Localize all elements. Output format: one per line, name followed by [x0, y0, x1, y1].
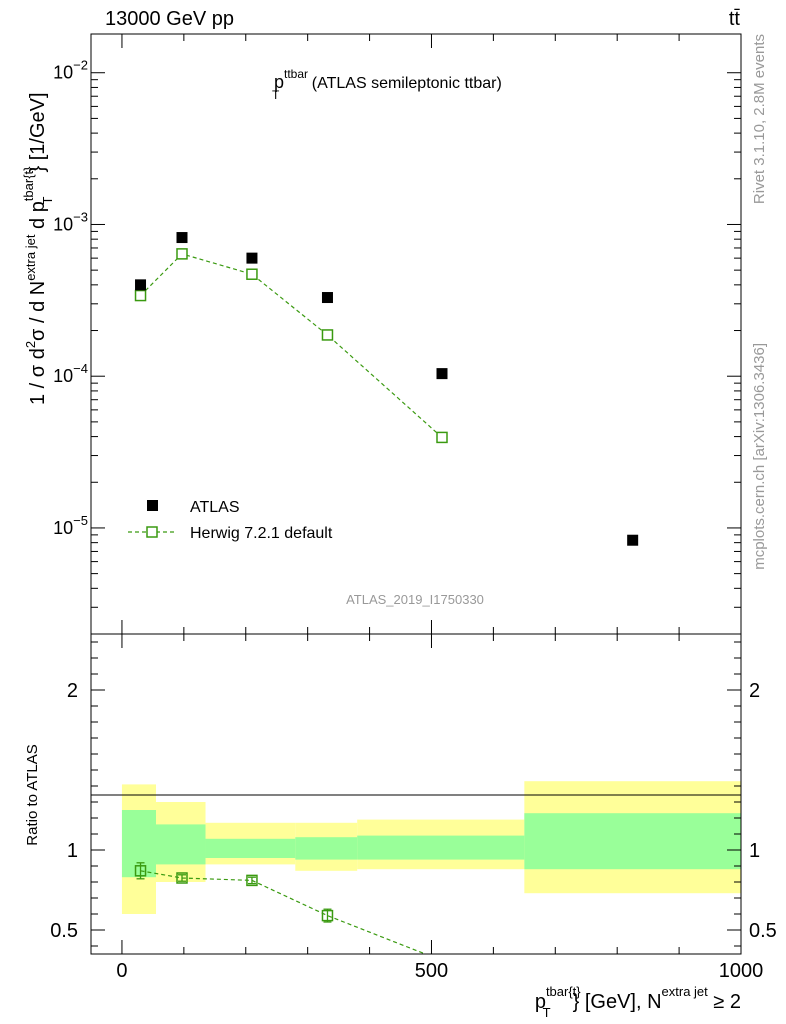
ratio-y-tick-labels: 0.5 0.5 1 1 2 2	[50, 680, 777, 942]
ratio-band-green	[295, 837, 358, 860]
plot-title: pttbar T (ATLAS semileptonic ttbar)	[272, 67, 502, 102]
ratio-y-tick-label-right: 0.5	[749, 920, 777, 942]
ratio-series	[134, 862, 426, 955]
ratio-y-label: Ratio to ATLAS	[24, 744, 41, 845]
rivet-label: Rivet 3.1.10, 2.8M events	[751, 34, 768, 204]
ratio-herwig-point	[246, 874, 258, 887]
atlas-point	[176, 232, 188, 244]
atlas-point	[321, 292, 333, 304]
mcplots-label: mcplots.cern.ch [arXiv:1306.3436]	[751, 343, 768, 570]
plot-title-sup: ttbar	[284, 67, 308, 81]
ratio-herwig-point	[321, 909, 334, 922]
legend-marker-herwig	[146, 526, 158, 538]
ratio-band-green	[156, 824, 206, 865]
main-panel: 10−5 10−4 10−3 10−2 pttbar T (ATLAS semilept…	[21, 33, 742, 635]
ratio-x-tick-label: 1000	[719, 960, 764, 982]
main-y-label: 1 / σ d2σ / d Nextra jet d ptbar{t} T} [1…	[21, 92, 55, 405]
ratio-herwig-point	[176, 872, 188, 884]
herwig-point	[321, 329, 334, 341]
atlas-point	[135, 279, 147, 291]
ratio-y-tick-label-right: 2	[749, 680, 760, 702]
ratio-y-tick-label: 2	[67, 680, 78, 702]
herwig-point	[246, 268, 258, 280]
legend: ATLAS Herwig 7.2.1 default	[128, 499, 333, 542]
herwig-point	[436, 431, 448, 444]
ratio-x-tick-label: 0	[116, 960, 127, 982]
main-y-tick-label: 10−2	[53, 58, 88, 83]
plot-title-main: p	[274, 72, 284, 92]
main-y-tick-labels: 10−5 10−4 10−3 10−2	[53, 58, 88, 538]
legend-marker-atlas	[147, 500, 158, 511]
ratio-panel: 0.5 0.5 1 1 2 2 0 500 1000 Ratio to ATLAS ptbar…	[24, 633, 777, 1020]
herwig-line	[140, 253, 443, 438]
main-axis-ticks	[91, 34, 742, 635]
main-frame	[90, 33, 742, 635]
ratio-x-tick-labels: 0 500 1000	[116, 960, 763, 982]
atlas-point	[436, 368, 448, 380]
ratio-band-green	[205, 838, 296, 858]
plot-title-rest: (ATLAS semileptonic ttbar)	[307, 75, 501, 92]
main-series	[134, 232, 639, 546]
analysis-watermark: ATLAS_2019_I1750330	[346, 592, 484, 607]
main-y-tick-label: 10−4	[53, 361, 88, 386]
x-axis-label: ptbar{t} T} [GeV], Nextra jet ≥ 2	[535, 984, 741, 1020]
energy-label: 13000 GeV pp	[105, 8, 234, 30]
ratio-frame	[90, 633, 742, 955]
legend-label-herwig: Herwig 7.2.1 default	[190, 525, 333, 542]
plot-title-sub: T	[272, 88, 280, 102]
ratio-band-green	[524, 813, 741, 870]
process-label: tt̄	[729, 8, 741, 30]
ratio-band-green	[121, 810, 156, 878]
ratio-bands	[121, 781, 741, 914]
ratio-x-tick-label: 500	[415, 960, 448, 982]
atlas-point	[627, 534, 639, 546]
ratio-y-tick-label-right: 1	[749, 840, 760, 862]
ratio-y-tick-label: 0.5	[50, 920, 78, 942]
atlas-point	[246, 252, 258, 264]
herwig-point	[176, 248, 188, 260]
main-y-tick-label: 10−5	[53, 513, 88, 538]
legend-label-atlas: ATLAS	[190, 499, 240, 516]
ratio-herwig-point	[134, 865, 147, 877]
main-y-tick-label: 10−3	[53, 209, 88, 234]
herwig-point	[134, 289, 147, 302]
ratio-axis-ticks	[91, 634, 742, 954]
ratio-y-tick-label: 1	[67, 840, 78, 862]
ratio-band-green	[357, 835, 525, 860]
